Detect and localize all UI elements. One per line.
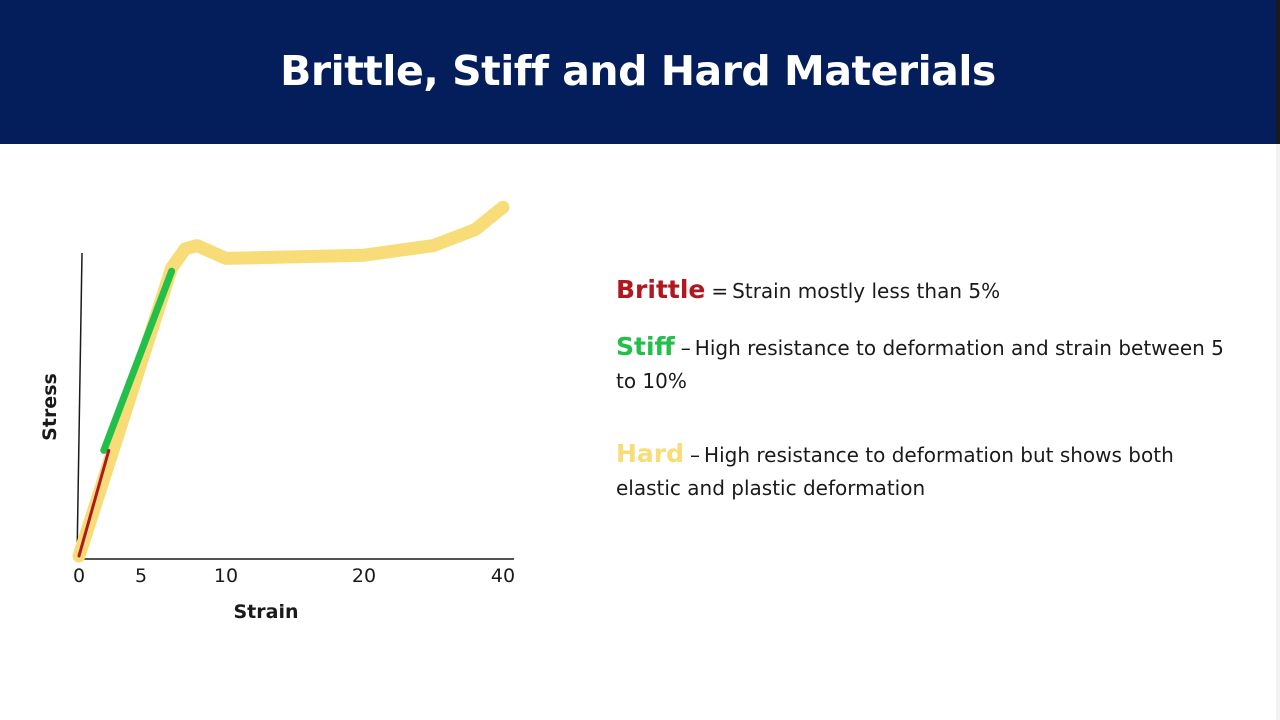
x-axis-label: Strain — [234, 601, 299, 623]
series-line-brittle — [77, 448, 111, 558]
definition-hard: Hard – High resistance to deformation but … — [616, 437, 1236, 505]
y-axis-line — [76, 252, 83, 560]
separator-brittle: = — [711, 279, 729, 303]
separator-stiff: – — [680, 336, 691, 360]
definition-stiff: Stiff – High resistance to deformation and… — [616, 330, 1236, 398]
definition-brittle: Brittle = Strain mostly less than 5% — [616, 273, 1236, 308]
term-hard: Hard — [616, 439, 685, 468]
x-tick-label: 10 — [214, 565, 238, 587]
x-tick-label: 0 — [73, 565, 85, 587]
x-tick-label: 20 — [352, 565, 376, 587]
series-line-stiff — [100, 267, 176, 454]
stress-strain-chart: 0 5 10 20 40 Strain Stress — [39, 200, 515, 623]
y-axis-label: Stress — [39, 373, 61, 441]
window-edge — [1276, 0, 1280, 720]
window-edge-strip — [1276, 0, 1280, 144]
definition-text-stiff: High resistance to deformation and strai… — [616, 336, 1224, 393]
x-tick-label: 40 — [491, 565, 515, 587]
term-brittle: Brittle — [616, 275, 706, 304]
x-tick-label: 5 — [135, 565, 147, 587]
series-line-hard — [72, 200, 510, 563]
definition-text-hard: High resistance to deformation but shows… — [616, 443, 1174, 500]
series-layer — [72, 200, 510, 563]
separator-hard: – — [690, 443, 701, 467]
x-tick-labels: 0 5 10 20 40 — [73, 565, 515, 587]
title-bar: Brittle, Stiff and Hard Materials — [0, 0, 1276, 144]
term-stiff: Stiff — [616, 332, 675, 361]
slide-title: Brittle, Stiff and Hard Materials — [280, 47, 996, 95]
definition-text-brittle: Strain mostly less than 5% — [732, 279, 1001, 303]
